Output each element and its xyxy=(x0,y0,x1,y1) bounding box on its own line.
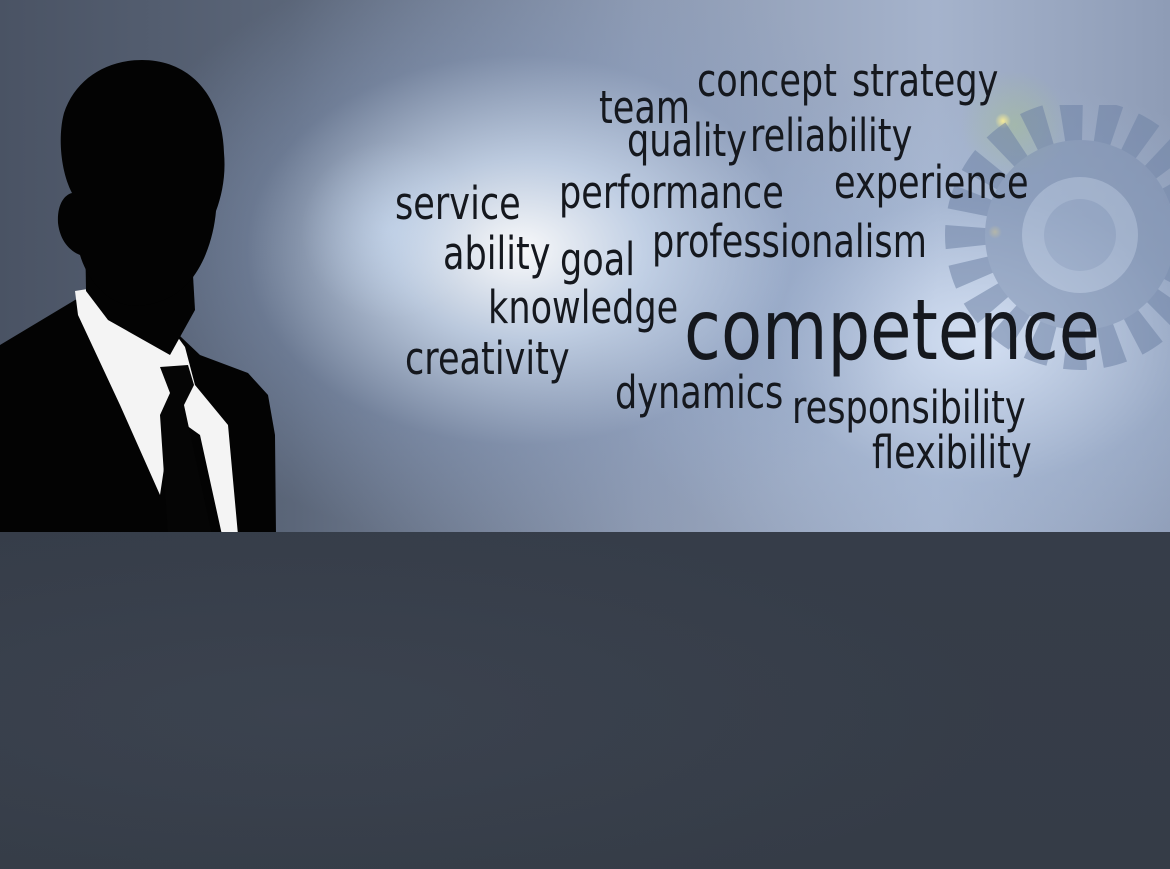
word-performance: performance xyxy=(559,166,784,219)
word-competence: competence xyxy=(684,281,1101,379)
word-ability: ability xyxy=(443,227,551,280)
word-quality: quality xyxy=(627,114,748,167)
word-goal: goal xyxy=(560,233,636,286)
gear-icon xyxy=(945,105,1170,370)
word-reliability: reliability xyxy=(750,109,913,162)
word-knowledge: knowledge xyxy=(488,281,679,334)
lower-panel xyxy=(0,532,1170,869)
businessman-silhouette xyxy=(0,60,276,532)
word-team: team xyxy=(599,81,691,134)
word-flexibility: flexibility xyxy=(872,426,1032,479)
hero-banner-image: concept strategy team quality reliabilit… xyxy=(0,0,1170,532)
word-experience: experience xyxy=(834,156,1029,209)
word-creativity: creativity xyxy=(405,332,570,385)
word-professionalism: professionalism xyxy=(652,215,927,268)
word-responsibility: responsibility xyxy=(792,381,1026,434)
word-service: service xyxy=(395,177,521,230)
word-strategy: strategy xyxy=(852,54,999,107)
word-concept: concept xyxy=(697,54,837,107)
word-dynamics: dynamics xyxy=(615,366,784,419)
